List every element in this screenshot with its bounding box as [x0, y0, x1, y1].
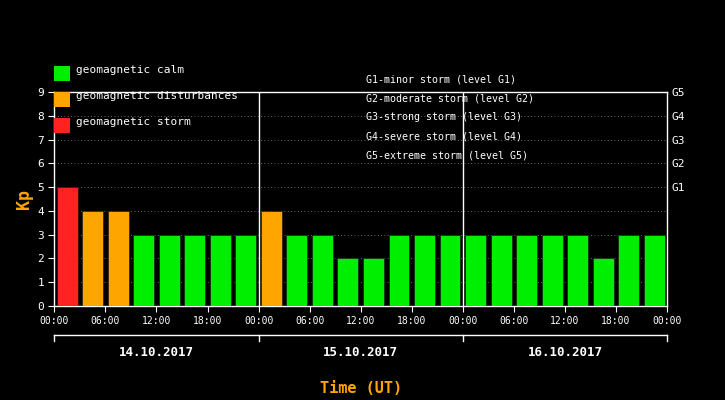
Bar — [108, 211, 128, 306]
Text: G1-minor storm (level G1): G1-minor storm (level G1) — [366, 74, 516, 84]
Bar — [389, 235, 410, 306]
Bar — [236, 235, 256, 306]
Bar — [516, 235, 537, 306]
Bar — [491, 235, 512, 306]
Text: 14.10.2017: 14.10.2017 — [119, 346, 194, 359]
Bar — [210, 235, 231, 306]
Bar — [593, 258, 613, 306]
Text: 16.10.2017: 16.10.2017 — [527, 346, 602, 359]
Text: G4-severe storm (level G4): G4-severe storm (level G4) — [366, 132, 522, 142]
Bar — [465, 235, 486, 306]
Bar — [82, 211, 103, 306]
Bar — [312, 235, 333, 306]
Text: geomagnetic calm: geomagnetic calm — [76, 65, 184, 75]
Bar — [567, 235, 588, 306]
Bar — [57, 187, 78, 306]
Text: geomagnetic disturbances: geomagnetic disturbances — [76, 91, 238, 101]
Bar — [414, 235, 435, 306]
Bar — [184, 235, 205, 306]
Bar — [337, 258, 358, 306]
Y-axis label: Kp: Kp — [15, 189, 33, 209]
Bar — [159, 235, 180, 306]
Bar — [542, 235, 563, 306]
Text: 15.10.2017: 15.10.2017 — [323, 346, 398, 359]
Text: G3-strong storm (level G3): G3-strong storm (level G3) — [366, 112, 522, 122]
Text: geomagnetic storm: geomagnetic storm — [76, 117, 191, 127]
Bar — [644, 235, 665, 306]
Bar — [439, 235, 460, 306]
Text: Time (UT): Time (UT) — [320, 381, 402, 396]
Text: G2-moderate storm (level G2): G2-moderate storm (level G2) — [366, 93, 534, 103]
Bar — [363, 258, 384, 306]
Bar — [261, 211, 282, 306]
Bar — [133, 235, 154, 306]
Text: G5-extreme storm (level G5): G5-extreme storm (level G5) — [366, 151, 528, 161]
Bar — [618, 235, 639, 306]
Bar — [286, 235, 307, 306]
